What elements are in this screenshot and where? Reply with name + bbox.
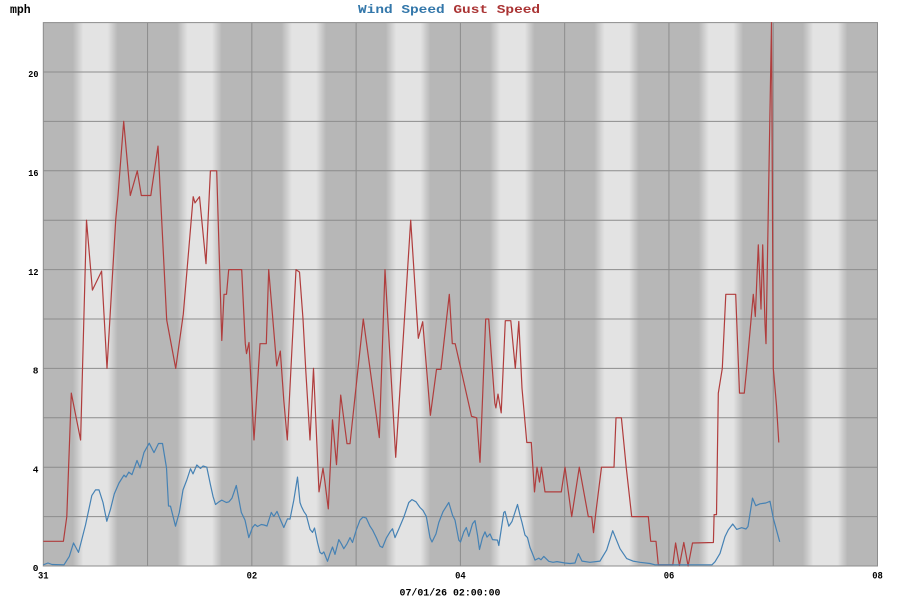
svg-text:20: 20 bbox=[28, 69, 38, 80]
svg-text:31: 31 bbox=[38, 570, 49, 582]
svg-text:04: 04 bbox=[455, 570, 466, 582]
svg-text:Wind Speed: Wind Speed bbox=[358, 3, 445, 17]
svg-text:4: 4 bbox=[33, 464, 39, 475]
svg-text:07/01/26 02:00:00: 07/01/26 02:00:00 bbox=[400, 588, 501, 600]
svg-text:mph: mph bbox=[10, 4, 31, 17]
svg-text:16: 16 bbox=[28, 168, 38, 179]
svg-text:02: 02 bbox=[247, 570, 258, 582]
svg-text:06: 06 bbox=[664, 570, 675, 582]
svg-text:12: 12 bbox=[28, 267, 38, 278]
svg-text:0: 0 bbox=[33, 563, 39, 574]
svg-text:8: 8 bbox=[33, 366, 39, 377]
svg-text:Gust Speed: Gust Speed bbox=[453, 3, 540, 17]
svg-text:08: 08 bbox=[872, 570, 883, 582]
